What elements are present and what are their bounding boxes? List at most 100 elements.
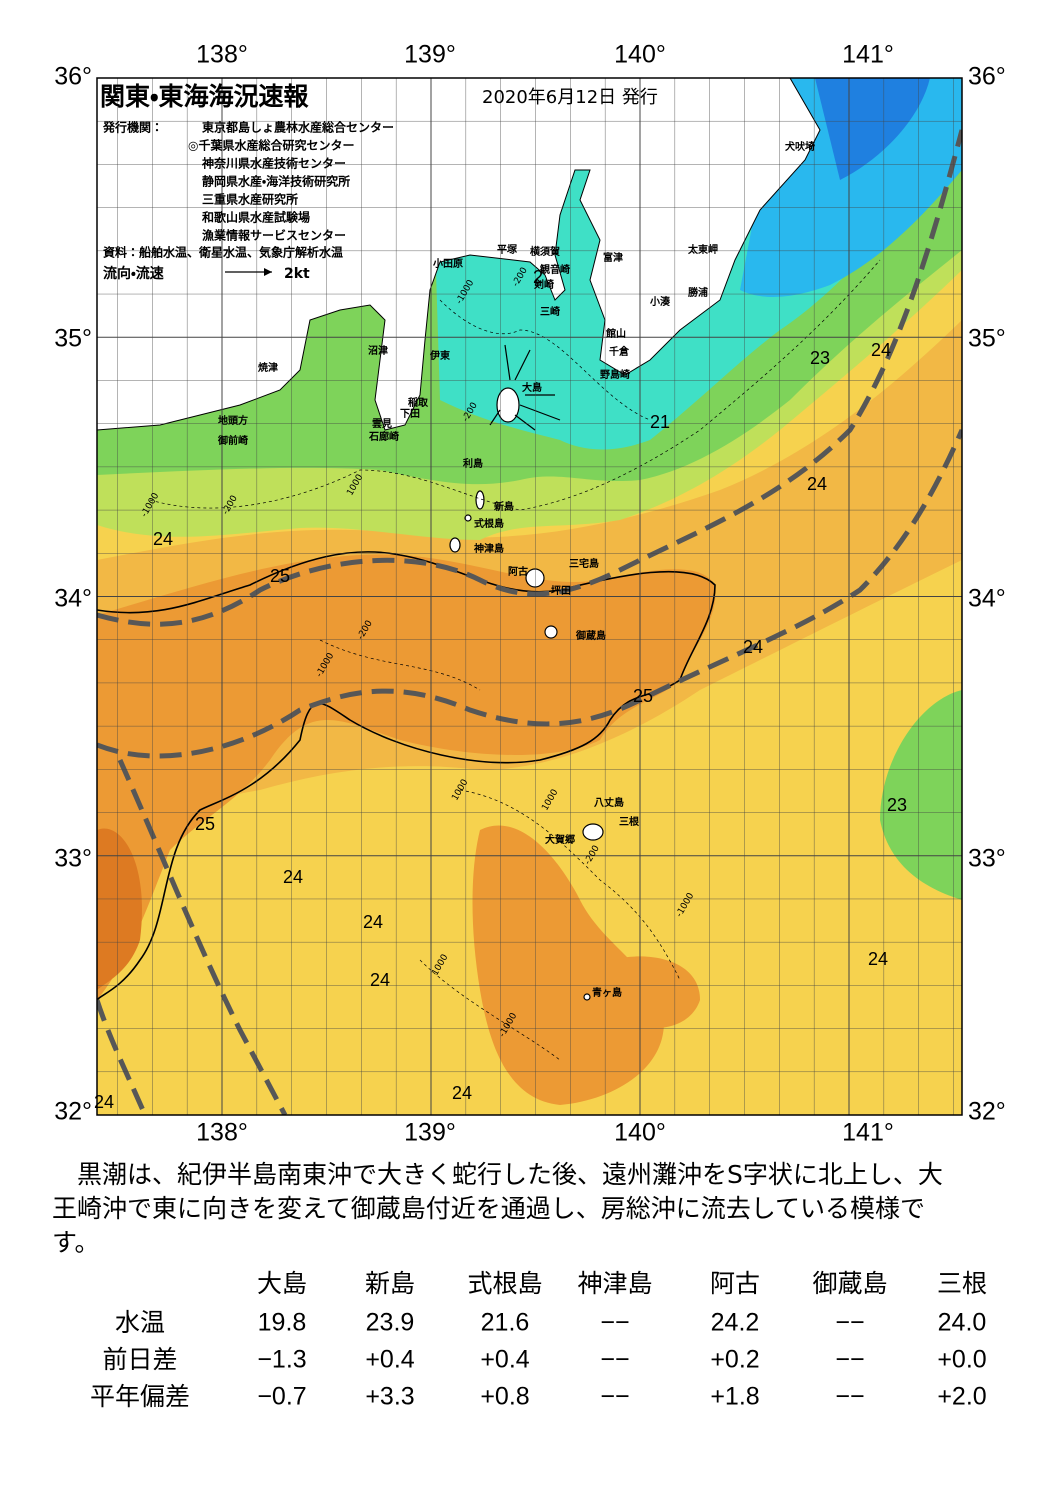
issuer-label: 発行機関： — [102, 120, 163, 135]
legend-label: 流向・流速 — [103, 265, 164, 282]
place-label: 富津 — [603, 251, 623, 264]
sea-orange — [472, 825, 664, 1105]
issuer: 神奈川県水産技術センター — [201, 156, 346, 171]
issuer: 漁業情報サービスセンター — [202, 228, 346, 243]
place-label: 焼津 — [258, 361, 278, 374]
temperature-label: 25 — [195, 814, 215, 834]
table-cell: +0.8 — [480, 1383, 529, 1411]
temperature-label: 24 — [871, 340, 891, 360]
lat-label: 33° — [968, 845, 1006, 873]
table-cell: +0.4 — [480, 1346, 529, 1374]
table-cell: 21.6 — [481, 1309, 530, 1337]
place-label: 三宅島 — [569, 557, 599, 570]
lon-label: 141° — [842, 1119, 894, 1147]
lat-label: 36° — [968, 63, 1006, 91]
issuer: ◎千葉県水産総合研究センター — [188, 138, 354, 153]
lon-label: 138° — [196, 1119, 248, 1147]
sea-blue — [815, 78, 930, 180]
table-cell: +0.2 — [710, 1346, 759, 1374]
summary-line: 王崎沖で東に向きを変えて御蔵島付近を通過し、房総沖に流去している模様で — [52, 1194, 926, 1223]
temperature-label: 24 — [94, 1092, 114, 1112]
place-label: 三崎 — [540, 305, 560, 318]
place-label: 伊東 — [429, 349, 450, 362]
summary-line: 黒潮は、紀伊半島南東沖で大きく蛇行した後、遠州灘沖をS字状に北上し、大 — [52, 1160, 943, 1189]
row-label: 水温 — [115, 1308, 165, 1337]
table-header: 新島 — [365, 1269, 415, 1298]
lon-label: 140° — [614, 41, 666, 69]
place-label: 雲見 — [372, 418, 392, 430]
lat-label: 32° — [54, 1098, 92, 1126]
issuer: 和歌山県水産試験場 — [201, 210, 310, 225]
place-label: 稲取 — [408, 396, 429, 409]
place-label: 御前崎 — [217, 434, 248, 447]
lat-label: 35° — [968, 325, 1006, 353]
temperature-label: 24 — [283, 867, 303, 887]
lat-label: 34° — [968, 585, 1006, 613]
issuer: 東京都島しょ農林水産総合センター — [202, 120, 394, 135]
sea-green — [880, 690, 962, 900]
place-label: 下田 — [400, 408, 420, 420]
place-label: 坪田 — [551, 584, 571, 597]
place-label: 大島 — [522, 381, 542, 394]
title: 関東・東海海況速報 — [100, 82, 310, 111]
place-label: 小湊 — [649, 295, 671, 308]
temperature-label: 21 — [650, 412, 670, 432]
temperature-label: 23 — [887, 795, 907, 815]
table-cell: −− — [600, 1383, 629, 1411]
place-label: 御蔵島 — [575, 629, 606, 642]
sea — [97, 78, 962, 1115]
sea-orange — [97, 554, 716, 1000]
table-cell: +2.0 — [937, 1383, 986, 1411]
depth-contours — [149, 259, 881, 1061]
table-header: 大島 — [257, 1269, 307, 1298]
table-cell: 24.2 — [711, 1309, 760, 1337]
table-header: 阿古 — [710, 1269, 760, 1298]
temperature-label: 24 — [743, 637, 763, 657]
source: 資料：船舶水温、衛星水温、気象庁解析水温 — [103, 245, 343, 260]
map-frame — [96, 77, 963, 1116]
place-label: 新島 — [493, 500, 514, 513]
table-cell: −− — [600, 1346, 629, 1374]
temperature-label: 24 — [370, 970, 390, 990]
place-label: 利島 — [463, 457, 483, 470]
table-header: 神津島 — [577, 1269, 652, 1298]
table-cell: −0.7 — [257, 1383, 306, 1411]
place-label: 平塚 — [497, 243, 518, 256]
place-label: 横須賀 — [530, 245, 560, 258]
lon-label: 140° — [614, 1119, 666, 1147]
temperature-label: 25 — [270, 566, 290, 586]
temperature-label: 24 — [807, 474, 827, 494]
map: 関東・東海海況速報 2020年6月12日 発行 発行機関： 東京都島しょ農林水産… — [54, 41, 1006, 1147]
table-cell: +0.4 — [365, 1346, 414, 1374]
place-label: 神津島 — [473, 542, 504, 555]
place-label: 小田原 — [432, 257, 463, 270]
table-cell: −− — [835, 1309, 864, 1337]
temperature-label: 24 — [452, 1083, 472, 1103]
place-label: 地頭方 — [218, 414, 248, 427]
temperature-label: 23 — [810, 348, 830, 368]
summary: 黒潮は、紀伊半島南東沖で大きく蛇行した後、遠州灘沖をS字状に北上し、大 王崎沖で東… — [52, 1158, 943, 1260]
lat-label: 36° — [54, 63, 92, 91]
issue-date: 2020年6月12日 発行 — [482, 87, 658, 108]
place-label: 式根島 — [474, 517, 504, 530]
table-cell: 19.8 — [258, 1309, 307, 1337]
place-label: 大賀郷 — [545, 833, 575, 846]
table-cell: −1.3 — [257, 1346, 306, 1374]
lon-label: 139° — [404, 1119, 456, 1147]
issuers: 東京都島しょ農林水産総合センター ◎千葉県水産総合研究センター神奈川県水産技術セン… — [188, 120, 394, 243]
row-label: 平年偏差 — [90, 1382, 190, 1411]
table-cell: +0.0 — [937, 1346, 986, 1374]
kuroshio-axis — [97, 129, 962, 1115]
place-label: 剣崎 — [533, 278, 554, 291]
lon-label: 139° — [404, 41, 456, 69]
temperature-label: 24 — [153, 529, 173, 549]
land — [97, 78, 821, 431]
table-header: 三根 — [937, 1269, 987, 1298]
table-cell: −− — [835, 1346, 864, 1374]
lat-label: 33° — [54, 845, 92, 873]
lat-label: 32° — [968, 1098, 1006, 1126]
legend-speed: 2kt — [284, 266, 310, 282]
table-cell: 23.9 — [366, 1309, 415, 1337]
place-label: 千倉 — [609, 345, 630, 358]
